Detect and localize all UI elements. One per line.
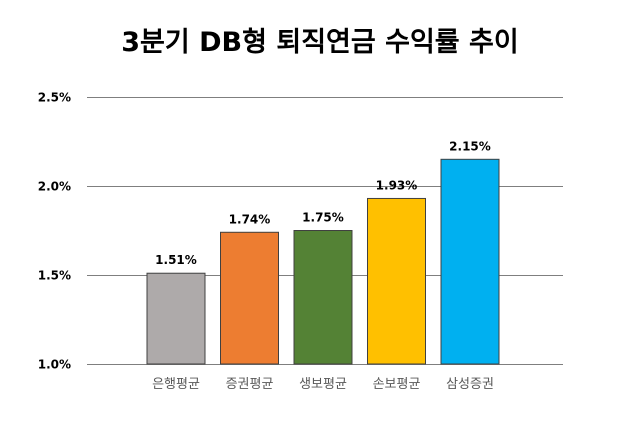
data-label: 1.51% — [155, 253, 197, 267]
bar — [146, 272, 206, 365]
category-label: 증권평균 — [226, 377, 274, 392]
category-label: 생보평균 — [299, 377, 347, 392]
category-label: 손보평균 — [373, 377, 421, 392]
y-tick-label: 1.5% — [38, 269, 71, 283]
bar — [367, 197, 426, 365]
data-label: 1.93% — [376, 178, 418, 192]
bar — [440, 158, 500, 365]
category-label: 삼성증권 — [446, 377, 494, 392]
y-tick-label: 2.0% — [38, 180, 71, 194]
category-label: 은행평균 — [152, 376, 200, 392]
y-tick-label: 2.5% — [38, 91, 71, 105]
data-label: 1.74% — [229, 212, 271, 226]
data-label: 2.15% — [449, 139, 491, 153]
data-label: 1.75% — [302, 211, 344, 225]
chart-title: 3분기 DB형 퇴직연금 수익률 추이 — [121, 27, 519, 58]
bar — [220, 231, 279, 365]
x-axis-categories: 은행평균 증권평균 생보평균 손보평균 삼성증권 — [152, 376, 494, 392]
bar — [293, 230, 353, 365]
bars — [146, 158, 500, 365]
data-labels: 1.51% 1.74% 1.75% 1.93% 2.15% — [155, 139, 491, 267]
y-axis-ticks: 1.0% 1.5% 2.0% 2.5% — [38, 91, 71, 372]
y-tick-label: 1.0% — [38, 358, 71, 372]
